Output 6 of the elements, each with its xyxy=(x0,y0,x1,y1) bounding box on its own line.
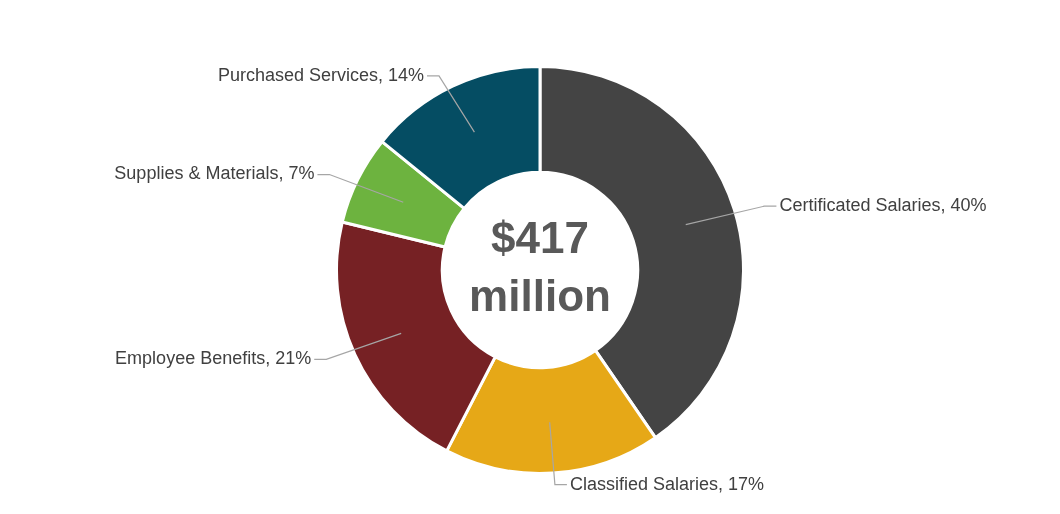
slice-label: Certificated Salaries, 40% xyxy=(779,195,987,216)
slice-label: Purchased Services, 14% xyxy=(217,64,424,85)
slice-label: Employee Benefits, 21% xyxy=(115,348,312,369)
slice-label: Classified Salaries, 17% xyxy=(569,473,764,494)
slice-label: Supplies & Materials, 7% xyxy=(114,163,315,184)
text: $417 million xyxy=(469,213,611,321)
